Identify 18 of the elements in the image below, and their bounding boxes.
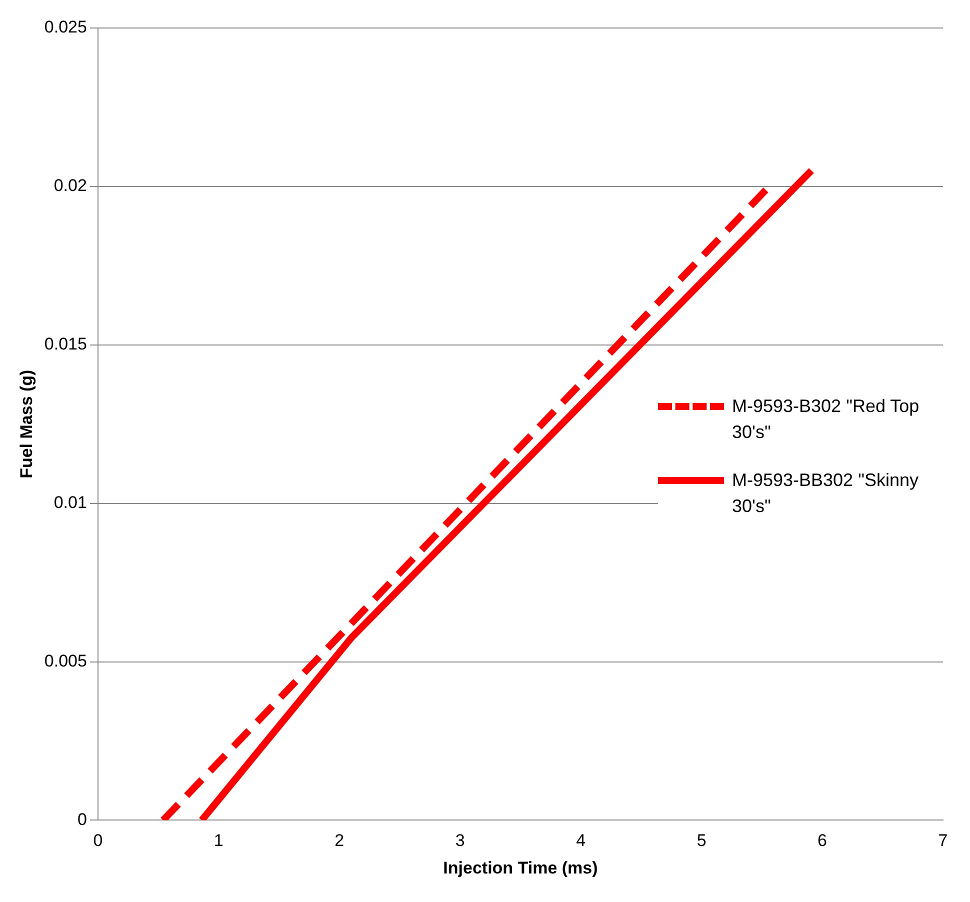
x-tick-label: 2 (334, 831, 344, 850)
x-tick-label: 6 (818, 831, 828, 850)
x-axis-title: Injection Time (ms) (443, 858, 598, 878)
y-tick-label: 0.01 (54, 493, 87, 512)
y-tick-label: 0.015 (44, 334, 87, 354)
y-tick-label: 0.02 (54, 176, 87, 196)
y-tick-label: 0 (77, 810, 87, 829)
y-tick-label: 0.025 (44, 18, 87, 37)
legend-label: M-9593-B302 "Red Top 30's" (732, 395, 920, 444)
y-axis-title: Fuel Mass (g) (16, 370, 36, 478)
y-tick-label: 0.005 (44, 651, 87, 670)
x-tick-label: 4 (576, 831, 586, 850)
x-tick-label: 5 (696, 831, 706, 850)
x-tick-label: 1 (214, 831, 224, 850)
x-tick-label: 0 (93, 831, 103, 850)
x-tick-label: 7 (938, 831, 948, 850)
x-tick-label: 3 (455, 831, 465, 850)
legend-label: M-9593-BB302 "Skinny 30's" (732, 469, 920, 518)
